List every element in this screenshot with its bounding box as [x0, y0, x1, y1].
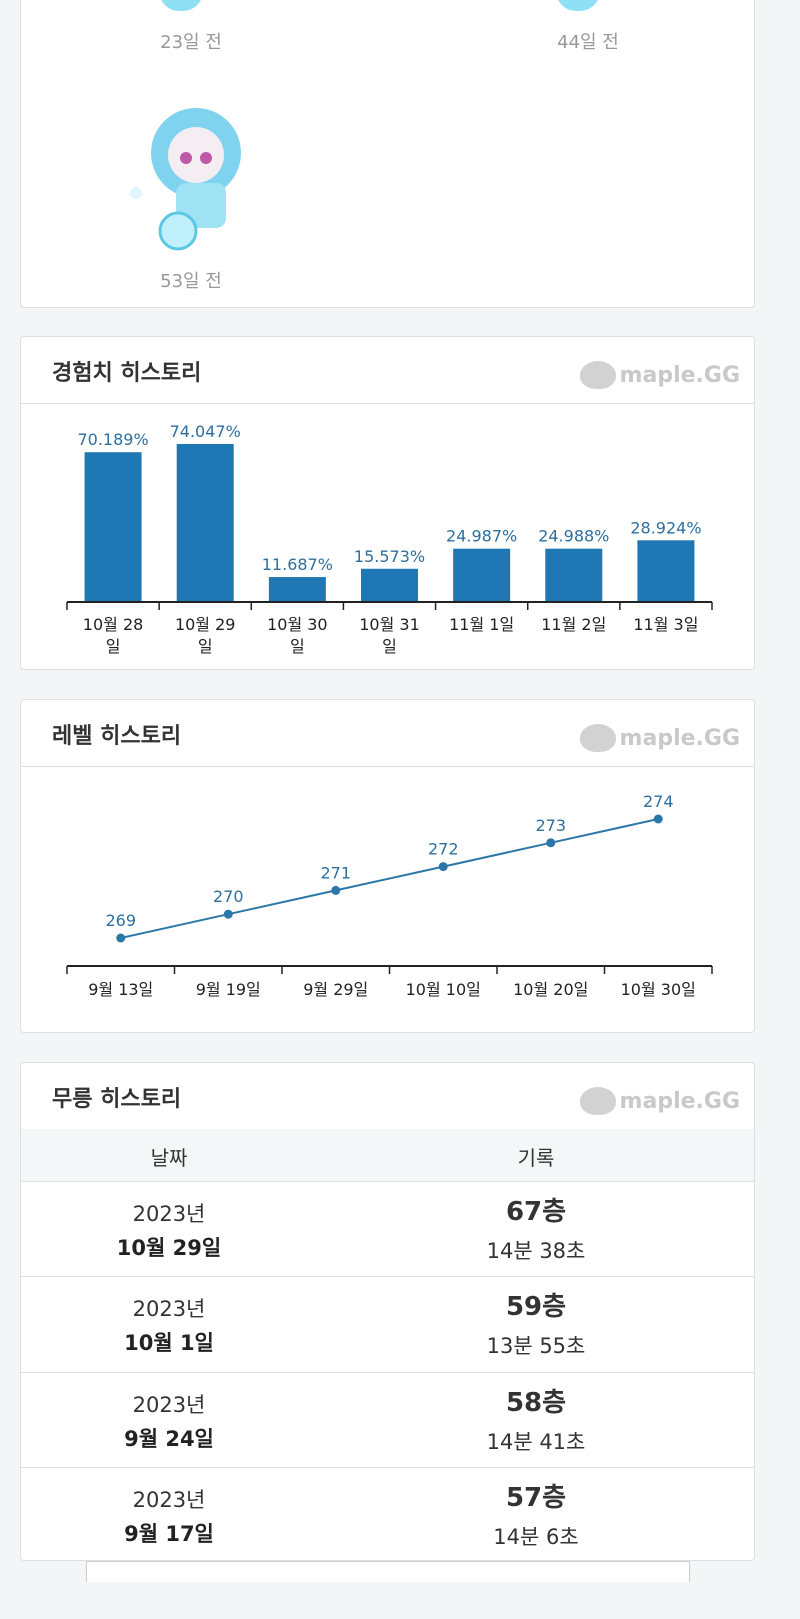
x-tick-label: 10월 28일 [82, 615, 144, 656]
time: 13분 55초 [486, 1334, 586, 1359]
level-chart: 269 9월 13일 270 9월 19일 271 9월 29일 272 10월 10일 273… [66, 792, 713, 999]
date: 10월 1일 [124, 1331, 214, 1356]
point [223, 909, 233, 919]
next-element [86, 1561, 690, 1582]
bar [637, 540, 695, 602]
floor: 59층 [505, 1292, 567, 1323]
x-tick-label: 9월 29일 [303, 980, 368, 999]
header-cell: 기록 [517, 1146, 555, 1170]
avatar-sprite [130, 108, 241, 251]
value-label: 70.189% [77, 430, 148, 449]
card-header: 레벨 히스토리 maple.GG [21, 700, 754, 767]
x-tick-label: 11월 2일 [541, 615, 607, 634]
date: 9월 24일 [124, 1426, 214, 1451]
year: 2023년 [132, 1392, 206, 1417]
card-header: 경험치 히스토리 maple.GG [21, 337, 754, 404]
point [653, 814, 663, 824]
x-tick-label: 9월 19일 [196, 980, 261, 999]
avatar-image [538, 0, 618, 13]
value-label: 272 [428, 840, 459, 859]
value-label: 273 [535, 816, 566, 835]
point [331, 885, 341, 895]
x-tick-label: 10월 29일 [174, 615, 236, 656]
year: 2023년 [132, 1297, 206, 1322]
time: 14분 38초 [486, 1239, 586, 1263]
level-line [120, 818, 659, 939]
bar [453, 548, 511, 602]
year: 2023년 [132, 1202, 206, 1226]
floor: 58층 [505, 1387, 567, 1418]
card-title: 레벨 히스토리 [52, 724, 182, 749]
card-title: 경험치 히스토리 [52, 361, 202, 386]
bar [268, 577, 326, 602]
date: 9월 17일 [124, 1521, 214, 1546]
value-label: 28.924% [630, 518, 701, 537]
logo-text: maple.GG [619, 362, 740, 388]
point [438, 862, 448, 872]
floor: 67층 [505, 1197, 567, 1227]
value-label: 11.687% [262, 555, 333, 574]
avatar-date: 44일 전 [557, 32, 619, 53]
mureung-card: 무릉 히스토리 maple.GG 날짜 기록 2023년 10월 29일 67층 14… [20, 1062, 755, 1561]
x-tick-label: 10월 20일 [513, 980, 588, 999]
value-label: 24.987% [446, 527, 517, 546]
logo: maple.GG [579, 361, 740, 389]
exp-card: 경험치 히스토리 maple.GG 70.189% 74.047% 11.687% 1… [20, 336, 755, 670]
header-cell: 날짜 [150, 1146, 188, 1170]
point [116, 933, 126, 943]
level-card: 레벨 히스토리 maple.GG 269 9월 13일 270 9월 19일 271 9월… [20, 699, 755, 1033]
bar [361, 568, 418, 602]
logo: maple.GG [579, 1087, 740, 1115]
card-header: 무릉 히스토리 maple.GG [21, 1063, 754, 1130]
x-tick-label: 11월 1일 [449, 615, 515, 634]
table-row: 2023년 9월 24일 58층 14분 41초 [21, 1371, 754, 1468]
value-label: 24.988% [538, 527, 609, 546]
x-tick-label: 10월 30일 [267, 615, 328, 656]
table-row: 2023년 9월 17일 57층 14분 6초 [21, 1466, 754, 1563]
avatar-date: 23일 전 [160, 32, 222, 53]
x-tick-label: 11월 3일 [633, 615, 699, 634]
table-row: 2023년 10월 1일 59층 13분 55초 [21, 1276, 754, 1372]
date: 10월 29일 [116, 1236, 222, 1260]
avatar-image [141, 0, 221, 13]
year: 2023년 [132, 1487, 206, 1512]
value-label: 274 [643, 792, 674, 811]
bar [176, 444, 234, 602]
logo: maple.GG [579, 724, 740, 752]
time: 14분 41초 [486, 1429, 586, 1454]
bar [545, 548, 603, 602]
value-label: 269 [105, 911, 136, 930]
card-title: 무릉 히스토리 [52, 1087, 182, 1112]
avatar-image [106, 83, 281, 258]
table-row: 2023년 10월 29일 67층 14분 38초 [21, 1181, 754, 1277]
value-label: 271 [320, 863, 351, 882]
x-tick-label: 9월 13일 [88, 980, 153, 999]
value-label: 74.047% [170, 422, 241, 441]
x-tick-label: 10월 30일 [621, 980, 696, 999]
x-tick-label: 10월 10일 [406, 980, 481, 999]
time: 14분 6초 [493, 1524, 579, 1549]
table-header: 날짜 기록 [21, 1129, 754, 1181]
avatar-card: 23일 전 44일 전 53일 전 [20, 0, 755, 308]
point [546, 838, 556, 848]
floor: 57층 [505, 1482, 567, 1513]
logo-text: maple.GG [619, 725, 740, 751]
value-label: 270 [213, 887, 244, 906]
exp-chart: 70.189% 74.047% 11.687% 15.573% 24.987% 24.98… [66, 422, 713, 610]
bar [84, 452, 142, 602]
x-tick-label: 10월 31일 [359, 615, 420, 656]
logo-text: maple.GG [619, 1088, 740, 1114]
avatar-date: 53일 전 [160, 271, 222, 292]
value-label: 15.573% [354, 547, 425, 566]
